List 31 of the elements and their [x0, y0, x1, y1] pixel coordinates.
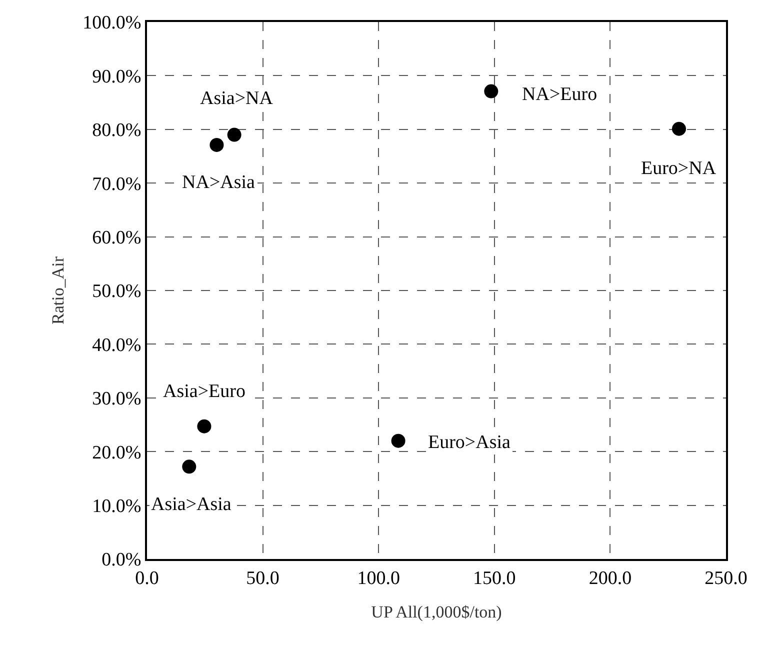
annotation: Asia>Asia: [151, 494, 232, 515]
x-tick-label: 150.0: [473, 568, 516, 589]
point: [391, 434, 406, 448]
x-tick-label: 200.0: [588, 568, 632, 589]
y-tick-label: 80.0%: [92, 120, 142, 142]
point: [197, 419, 212, 434]
y-axis-title: Ratio_Air: [48, 256, 68, 324]
y-tick-label: 70.0%: [92, 174, 142, 195]
y-tick-label: 20.0%: [92, 442, 142, 464]
annotation: Asia>NA: [200, 88, 274, 109]
point: [182, 460, 196, 474]
annotation: Euro>NA: [641, 158, 716, 179]
y-tick-label: 10.0%: [92, 496, 142, 517]
y-tick-label: 90.0%: [92, 66, 142, 88]
y-tick-label: 30.0%: [92, 388, 142, 410]
y-tick-label: 60.0%: [92, 227, 142, 248]
y-tick-label: 40.0%: [92, 334, 142, 356]
x-tick-label: 100.0: [357, 568, 400, 589]
point: [227, 128, 242, 142]
x-axis-title: UP All(1,000$/ton): [371, 602, 502, 622]
x-tick-label: 250.0: [704, 568, 748, 589]
annotation: NA>Euro: [522, 84, 598, 105]
annotation: NA>Asia: [182, 172, 256, 193]
y-tick-label: 100.0%: [82, 12, 142, 34]
y-tick-label: 50.0%: [92, 281, 142, 302]
annotation: Asia>Euro: [163, 381, 246, 402]
annotation: Euro>Asia: [428, 432, 512, 453]
point: [672, 122, 686, 136]
point: [210, 138, 224, 152]
x-tick-label: 50.0: [246, 568, 280, 589]
point: [484, 84, 498, 98]
